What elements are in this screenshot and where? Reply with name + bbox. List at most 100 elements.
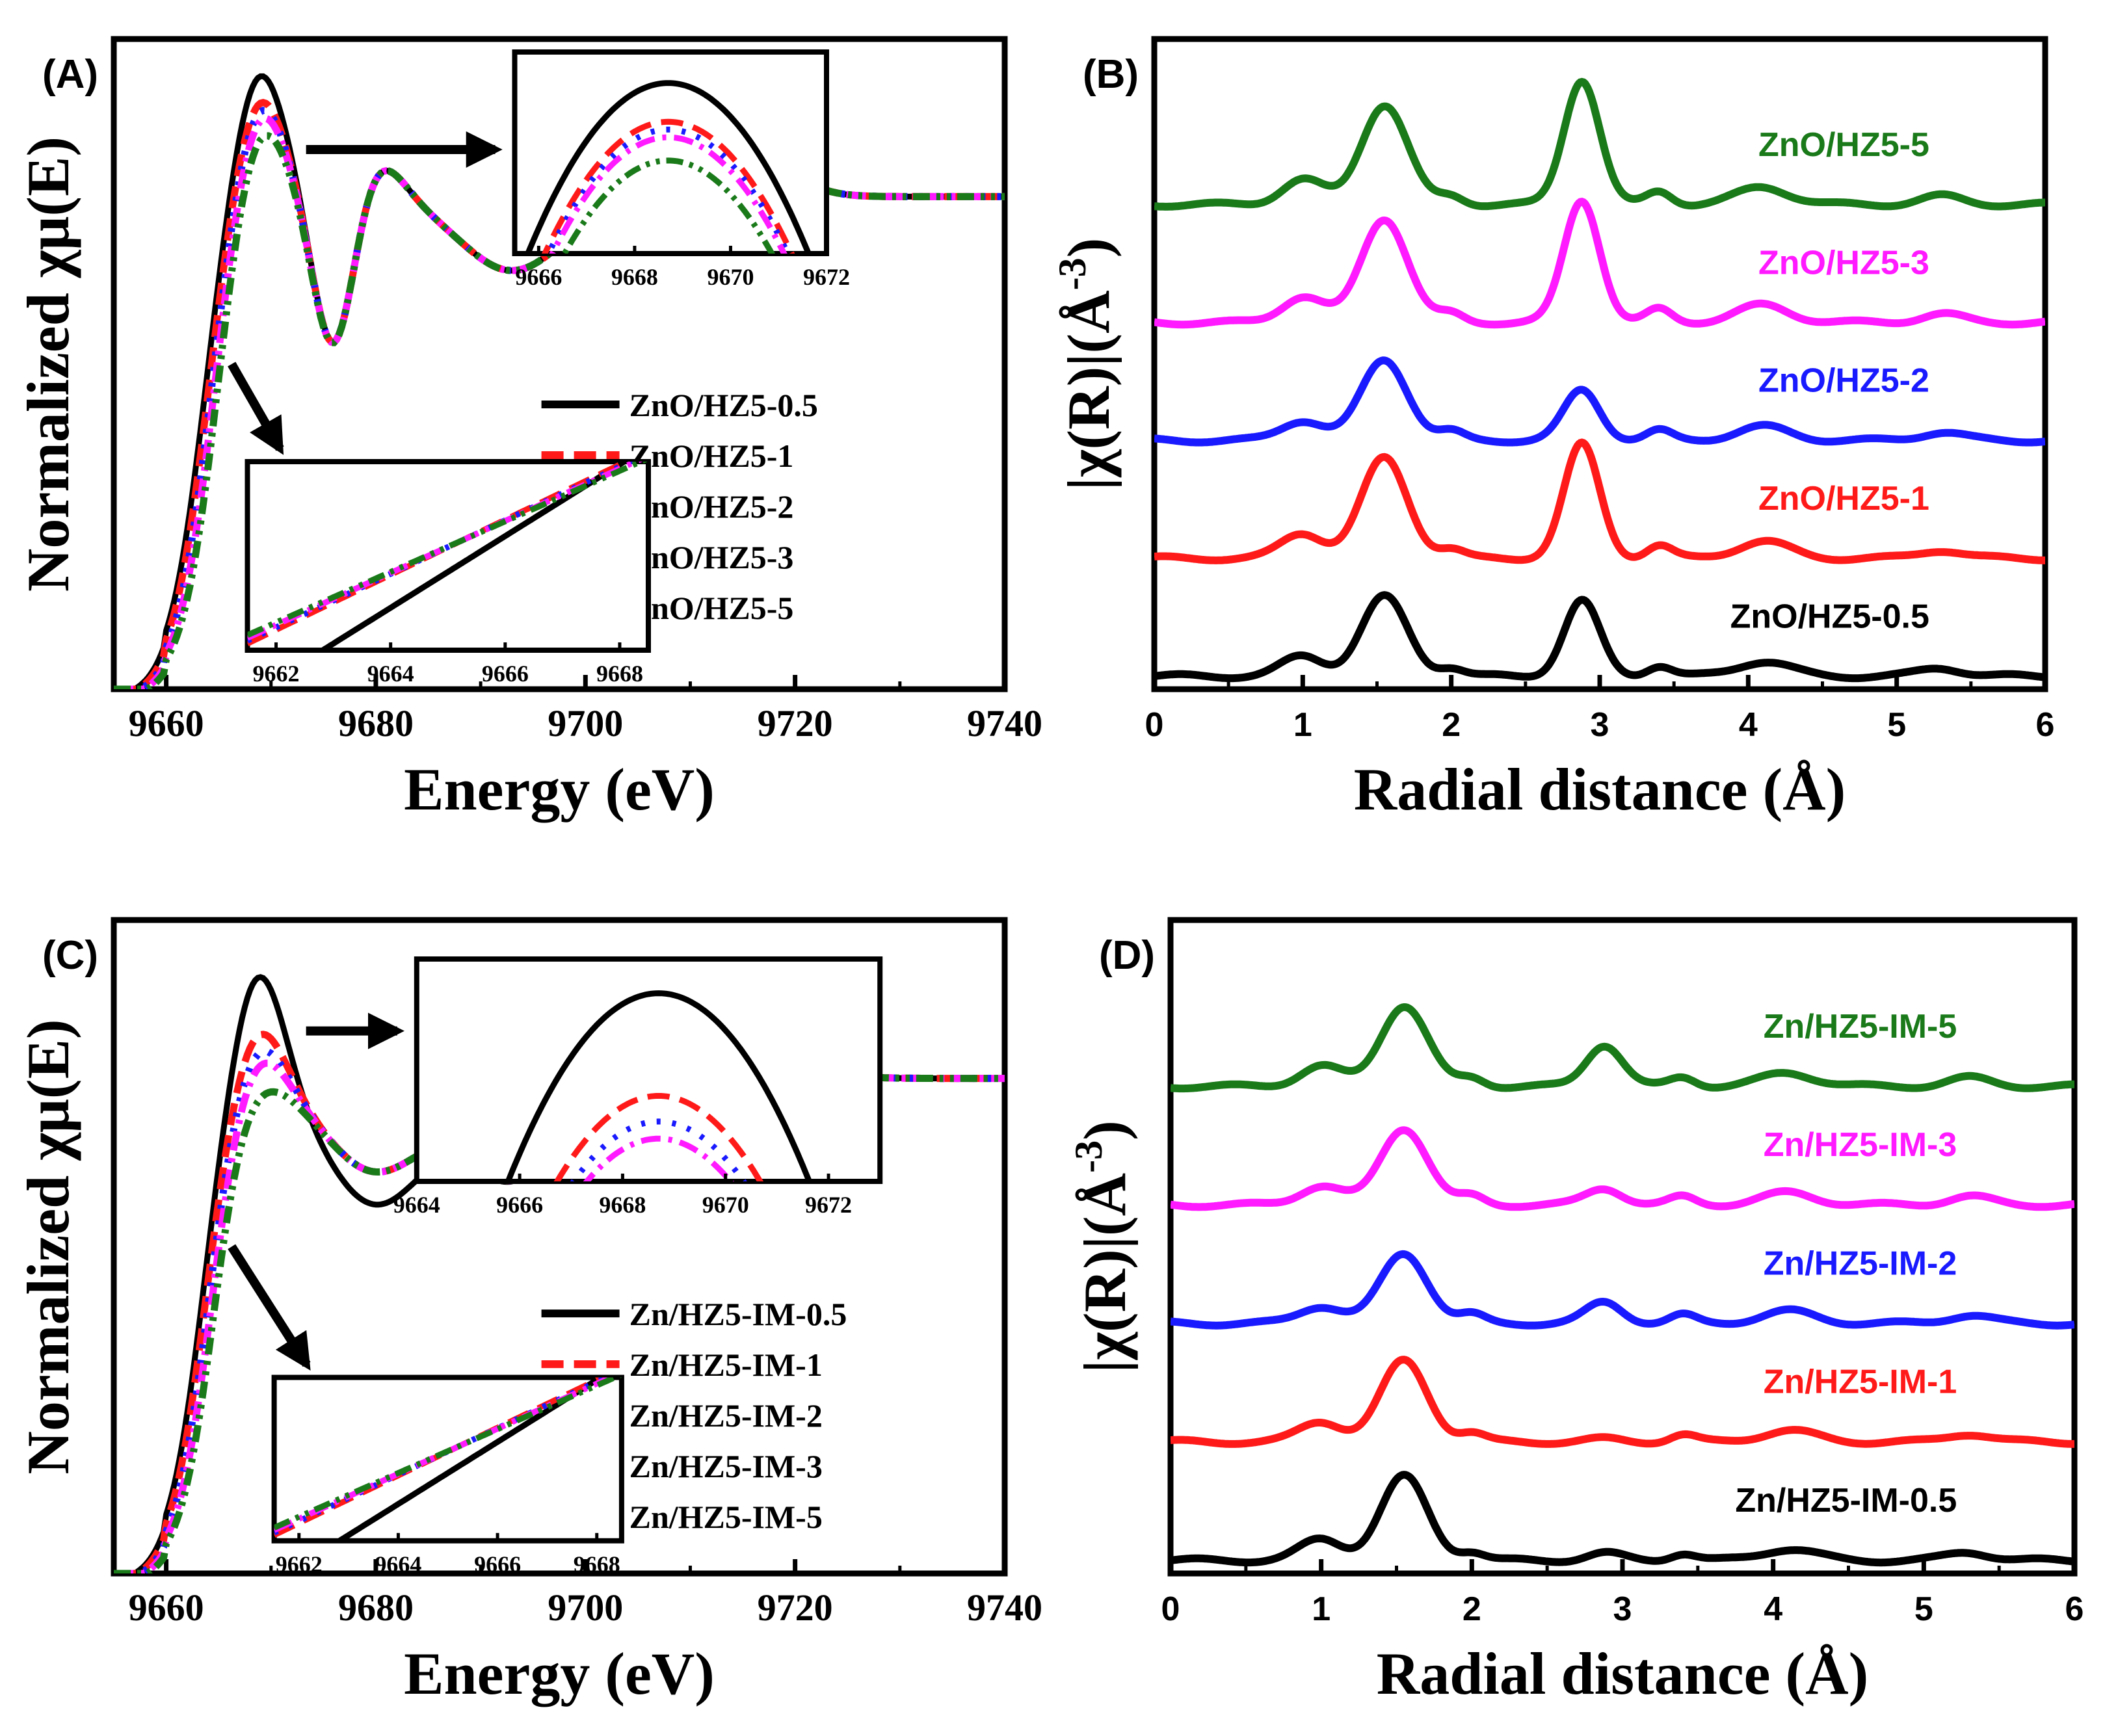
inset-tick-label: 9668 [574, 1551, 620, 1577]
inset-series-line [247, 462, 648, 638]
legend-label: ZnO/HZ5-1 [629, 438, 794, 474]
panel-C: (C) 9660 9680 9700 9720 9740 Energy (eV) Normal… [15, 917, 1042, 1707]
legend-label: Zn/HZ5-IM-1 [629, 1347, 823, 1383]
legend-label: ZnO/HZ5-0.5 [629, 387, 818, 423]
inset-tick-label: 9672 [803, 264, 850, 290]
inset-tick-label: 9666 [482, 661, 529, 687]
y-axis-label-close: ) [1055, 238, 1122, 258]
series-label: ZnO/HZ5-1 [1758, 480, 1929, 518]
legend-label: ZnO/HZ5-3 [629, 539, 794, 575]
inset-tick-label: 9664 [375, 1551, 421, 1577]
x-tick-label: 9700 [548, 702, 623, 744]
x-tick-label: 1 [1312, 1590, 1331, 1628]
plot-area [1154, 77, 2045, 683]
plot-frame [111, 36, 1008, 692]
x-tick-label: 9700 [548, 1586, 623, 1629]
inset-tick-label: 9664 [367, 661, 414, 687]
x-tick-label: 4 [1764, 1590, 1782, 1628]
inset-series-line [274, 1377, 613, 1536]
y-axis-label-main: |χ(R)|(Å [1055, 290, 1122, 490]
panel-A: (A) 9660 9680 9700 9720 9740 Energy (eV) Normal… [15, 36, 1042, 822]
series-line-2 [1171, 1356, 2074, 1448]
series-line-1 [1154, 591, 2045, 683]
inset-edge-frame [271, 1374, 624, 1544]
inset-series-line [274, 1377, 622, 1531]
legend-label: ZnO/HZ5-5 [629, 590, 794, 626]
series-label: Zn/HZ5-IM-1 [1764, 1363, 1957, 1401]
inset-tick-label: 9664 [393, 1192, 440, 1218]
legend-label: Zn/HZ5-IM-2 [629, 1397, 823, 1434]
x-axis-label: Radial distance (Å) [1354, 756, 1846, 822]
x-tick-label: 9740 [967, 702, 1042, 744]
inset-series-line [583, 1135, 735, 1181]
inset-series-line [545, 126, 791, 254]
x-tick-label: 9660 [129, 702, 204, 744]
y-axis-label: Normalized χμ(E) [15, 137, 81, 592]
inset-series-line [247, 462, 638, 644]
inset-edge-plot [247, 462, 648, 650]
x-tick-label: 0 [1161, 1590, 1180, 1628]
x-axis-label: Radial distance (Å) [1377, 1640, 1868, 1707]
legend-label: Zn/HZ5-IM-3 [629, 1448, 823, 1484]
x-tick-label: 9680 [338, 1586, 414, 1629]
series-line-5 [1154, 77, 2045, 211]
arrow-icon [228, 362, 284, 455]
inset-series-line [524, 80, 812, 254]
y-axis-label-exponent: -3 [1067, 1140, 1110, 1173]
series-line-3 [114, 107, 1005, 689]
inset-tick-label: 9668 [596, 661, 643, 687]
y-axis-label-close: ) [1072, 1120, 1138, 1140]
panel-label: (D) [1099, 933, 1155, 978]
inset-tick-label: 9670 [707, 264, 754, 290]
x-tick-label: 9720 [758, 702, 833, 744]
x-tick-label: 4 [1739, 706, 1758, 744]
series-label: Zn/HZ5-IM-5 [1764, 1008, 1957, 1046]
x-tick-label: 0 [1145, 706, 1164, 744]
x-tick-label: 9720 [758, 1586, 833, 1629]
series-label: Zn/HZ5-IM-3 [1764, 1126, 1957, 1164]
inset-tick-label: 9668 [611, 264, 658, 290]
x-axis-label: Energy (eV) [404, 756, 715, 822]
panel-label: (B) [1083, 52, 1139, 97]
x-tick-label: 6 [2065, 1590, 2084, 1628]
inset-series-line [561, 157, 776, 254]
series-label: ZnO/HZ5-2 [1758, 362, 1929, 400]
x-tick-label: 2 [1442, 706, 1461, 744]
inset-tick-label: 9666 [474, 1551, 521, 1577]
y-axis-label: Normalized χμ(E) [15, 1019, 81, 1474]
x-tick-label: 5 [1887, 706, 1906, 744]
panel-D: (D) 0 1 2 3 4 5 6 Radial distance (Å) |χ(R)|(Å-3)… [1067, 917, 2084, 1707]
panel-label: (C) [42, 933, 98, 978]
inset-series-line [549, 134, 788, 254]
inset-peak-plot [524, 80, 812, 254]
series-line-1 [1171, 1471, 2074, 1567]
inset-tick-label: 9666 [496, 1192, 543, 1218]
x-tick-label: 9740 [967, 1586, 1042, 1629]
series-line-3 [1154, 356, 2045, 447]
series-line-4 [1154, 198, 2045, 329]
inset-tick-label: 9668 [599, 1192, 646, 1218]
x-tick-label: 5 [1914, 1590, 1933, 1628]
inset-tick-label: 9672 [805, 1192, 852, 1218]
inset-edge-frame [245, 459, 651, 653]
x-tick-label: 3 [1591, 706, 1609, 744]
inset-tick-label: 9662 [253, 661, 300, 687]
y-axis-label: |χ(R)|(Å-3) [1051, 238, 1122, 490]
series-line-3 [1171, 1250, 2074, 1330]
inset-peak-plot [505, 990, 813, 1181]
inset-series-line [553, 1093, 764, 1181]
y-axis-label-exponent: -3 [1051, 257, 1094, 290]
arrow-icon [228, 1244, 311, 1371]
plot-frame [111, 917, 1008, 1577]
inset-tick-label: 9662 [276, 1551, 323, 1577]
series-line-5 [1171, 1003, 2074, 1093]
series-line-2 [1154, 438, 2045, 564]
series-label: Zn/HZ5-IM-0.5 [1735, 1482, 1957, 1519]
inset-tick-label: 9670 [702, 1192, 749, 1218]
inset-series-line [541, 118, 795, 254]
series-label: ZnO/HZ5-0.5 [1730, 598, 1929, 635]
series-label: ZnO/HZ5-5 [1758, 126, 1929, 164]
x-tick-label: 1 [1293, 706, 1312, 744]
series-line-4 [1171, 1126, 2074, 1211]
x-tick-label: 9680 [338, 702, 414, 744]
